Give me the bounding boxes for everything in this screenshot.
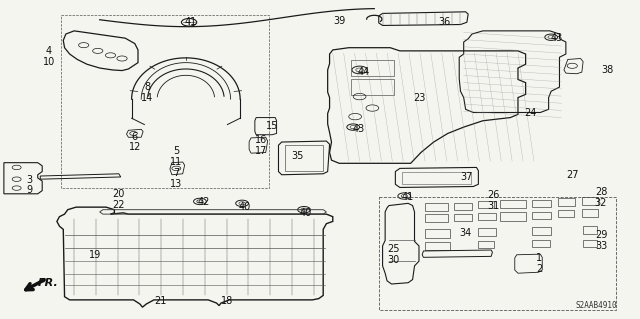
- Bar: [61, 15, 269, 188]
- Text: 27: 27: [566, 170, 579, 180]
- Text: 24: 24: [525, 108, 537, 118]
- Text: 34: 34: [460, 227, 472, 238]
- Bar: [532, 241, 550, 248]
- Bar: [426, 203, 448, 211]
- Bar: [351, 79, 394, 95]
- Bar: [582, 209, 598, 217]
- Text: 40: 40: [300, 208, 312, 218]
- Bar: [478, 201, 494, 208]
- Text: 26
31: 26 31: [488, 190, 500, 211]
- Text: 15: 15: [266, 121, 278, 131]
- Text: 40: 40: [239, 202, 251, 212]
- Text: 25
30: 25 30: [387, 244, 400, 265]
- Bar: [532, 227, 551, 235]
- Text: 35: 35: [291, 151, 304, 161]
- Text: 37: 37: [461, 172, 473, 182]
- Bar: [557, 210, 573, 217]
- Bar: [426, 229, 450, 238]
- Text: 1
2: 1 2: [536, 253, 542, 274]
- Text: 6
12: 6 12: [129, 132, 141, 152]
- Text: 43: 43: [550, 33, 563, 43]
- Bar: [454, 214, 472, 221]
- Bar: [478, 213, 496, 220]
- Bar: [500, 200, 525, 208]
- Text: FR.: FR.: [38, 278, 58, 288]
- Text: 19: 19: [89, 250, 101, 260]
- Text: 18: 18: [221, 296, 234, 306]
- Bar: [582, 197, 598, 205]
- Bar: [478, 228, 496, 236]
- Bar: [351, 60, 394, 76]
- Text: 29
33: 29 33: [595, 230, 607, 251]
- Bar: [402, 172, 470, 184]
- Bar: [583, 240, 597, 247]
- Bar: [454, 203, 472, 210]
- Text: 16
17: 16 17: [255, 135, 268, 156]
- Bar: [557, 198, 575, 206]
- Text: 41: 41: [402, 192, 414, 202]
- Text: 39: 39: [333, 16, 346, 26]
- Text: 43: 43: [352, 124, 364, 134]
- Text: 3
9: 3 9: [26, 174, 33, 195]
- Text: 28
32: 28 32: [595, 187, 607, 208]
- Text: 23: 23: [413, 93, 425, 103]
- Bar: [532, 212, 551, 219]
- Bar: [426, 242, 450, 250]
- Text: S2AAB4910: S2AAB4910: [575, 301, 617, 310]
- Text: 7
13: 7 13: [170, 168, 182, 189]
- Bar: [285, 145, 323, 171]
- Bar: [532, 200, 551, 207]
- Text: 5
11: 5 11: [170, 146, 182, 167]
- Text: 41: 41: [185, 17, 197, 27]
- Text: 20
22: 20 22: [113, 189, 125, 210]
- Text: 44: 44: [357, 67, 369, 77]
- Bar: [426, 214, 448, 222]
- Text: 42: 42: [198, 197, 210, 207]
- Text: 38: 38: [601, 65, 614, 75]
- Text: 8
14: 8 14: [141, 82, 154, 103]
- Text: 36: 36: [438, 17, 451, 27]
- Bar: [500, 212, 525, 221]
- Bar: [478, 241, 494, 249]
- Text: 4
10: 4 10: [42, 46, 54, 67]
- Bar: [379, 197, 616, 310]
- Bar: [583, 226, 597, 234]
- Text: 21: 21: [154, 296, 166, 306]
